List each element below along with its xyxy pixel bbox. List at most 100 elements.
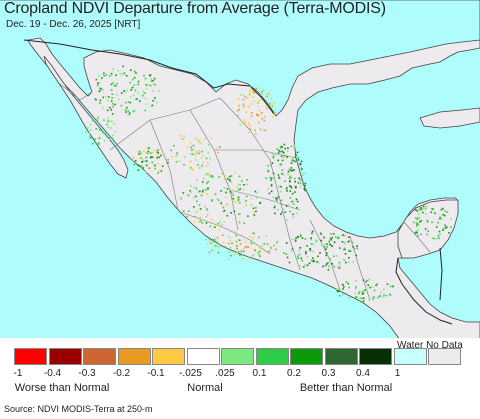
veg-pixel [238,175,241,178]
veg-pixel [250,242,253,245]
veg-pixel [389,294,392,296]
veg-pixel [133,110,136,112]
veg-pixel [297,236,300,238]
veg-pixel [283,174,285,176]
veg-pixel [392,285,394,288]
veg-pixel [197,221,200,223]
veg-pixel [311,232,313,235]
veg-pixel [267,250,270,253]
veg-pixel [129,101,132,104]
veg-pixel [442,207,444,210]
veg-pixel [201,221,203,224]
veg-pixel [338,267,341,269]
veg-pixel [240,251,243,254]
veg-pixel [103,71,105,74]
veg-pixel [286,190,288,192]
veg-pixel [253,249,256,251]
veg-pixel [430,211,433,213]
veg-pixel [289,185,291,187]
veg-pixel [443,214,446,217]
veg-pixel [337,237,340,239]
veg-pixel [213,244,216,247]
veg-pixel [205,189,207,191]
veg-pixel [230,175,233,177]
veg-pixel [225,191,227,194]
veg-pixel [367,284,369,286]
veg-pixel [103,73,105,76]
veg-pixel [278,149,280,152]
veg-pixel [183,135,185,138]
veg-pixel [127,110,130,112]
veg-pixel [97,143,100,145]
veg-pixel [237,114,239,117]
veg-pixel [309,248,311,250]
veg-pixel [274,154,277,156]
veg-pixel [140,165,143,167]
veg-pixel [134,160,137,162]
veg-pixel [137,92,140,94]
veg-pixel [287,147,289,149]
veg-pixel [123,72,126,75]
veg-pixel [210,242,212,245]
veg-pixel [304,182,307,185]
veg-pixel [155,101,158,104]
veg-pixel [279,190,282,193]
veg-pixel [295,198,298,201]
veg-pixel [263,129,265,131]
veg-pixel [118,98,120,101]
veg-pixel [252,232,254,235]
veg-pixel [245,195,248,198]
veg-pixel [270,97,273,99]
veg-pixel [285,253,287,255]
veg-pixel [297,159,300,161]
veg-pixel [337,236,340,238]
veg-pixel [291,200,293,203]
veg-pixel [223,221,225,223]
veg-pixel [269,102,271,105]
veg-pixel [419,221,421,223]
veg-pixel [226,215,229,217]
veg-pixel [289,180,291,183]
veg-pixel [257,105,259,108]
veg-pixel [128,113,131,116]
veg-pixel [293,177,296,180]
veg-pixel [223,186,226,189]
veg-pixel [336,255,338,257]
veg-pixel [299,179,302,181]
veg-pixel [202,190,204,193]
veg-pixel [366,279,369,282]
veg-pixel [305,250,307,253]
veg-pixel [191,169,194,171]
veg-pixel [97,142,100,144]
veg-pixel [300,257,303,260]
veg-pixel [258,236,260,239]
veg-pixel [357,292,360,295]
veg-pixel [147,167,150,169]
veg-pixel [148,147,151,149]
veg-pixel [309,249,312,252]
veg-pixel [260,99,263,101]
veg-pixel [241,233,243,236]
veg-pixel [284,147,286,150]
veg-pixel [210,137,213,140]
veg-pixel [199,216,202,219]
veg-pixel [298,253,301,256]
veg-pixel [220,203,223,206]
veg-pixel [355,254,358,257]
veg-pixel [342,293,344,296]
veg-pixel [304,238,307,240]
veg-pixel [372,296,375,298]
veg-pixel [312,243,315,245]
veg-pixel [133,163,135,166]
veg-pixel [184,156,186,158]
veg-pixel [328,241,330,243]
veg-pixel [274,197,277,200]
veg-pixel [205,165,208,167]
veg-pixel [360,300,362,303]
veg-pixel [230,181,233,184]
veg-pixel [348,257,350,259]
veg-pixel [87,127,89,129]
veg-pixel [253,100,256,102]
veg-pixel [136,83,139,86]
veg-pixel [293,146,296,148]
